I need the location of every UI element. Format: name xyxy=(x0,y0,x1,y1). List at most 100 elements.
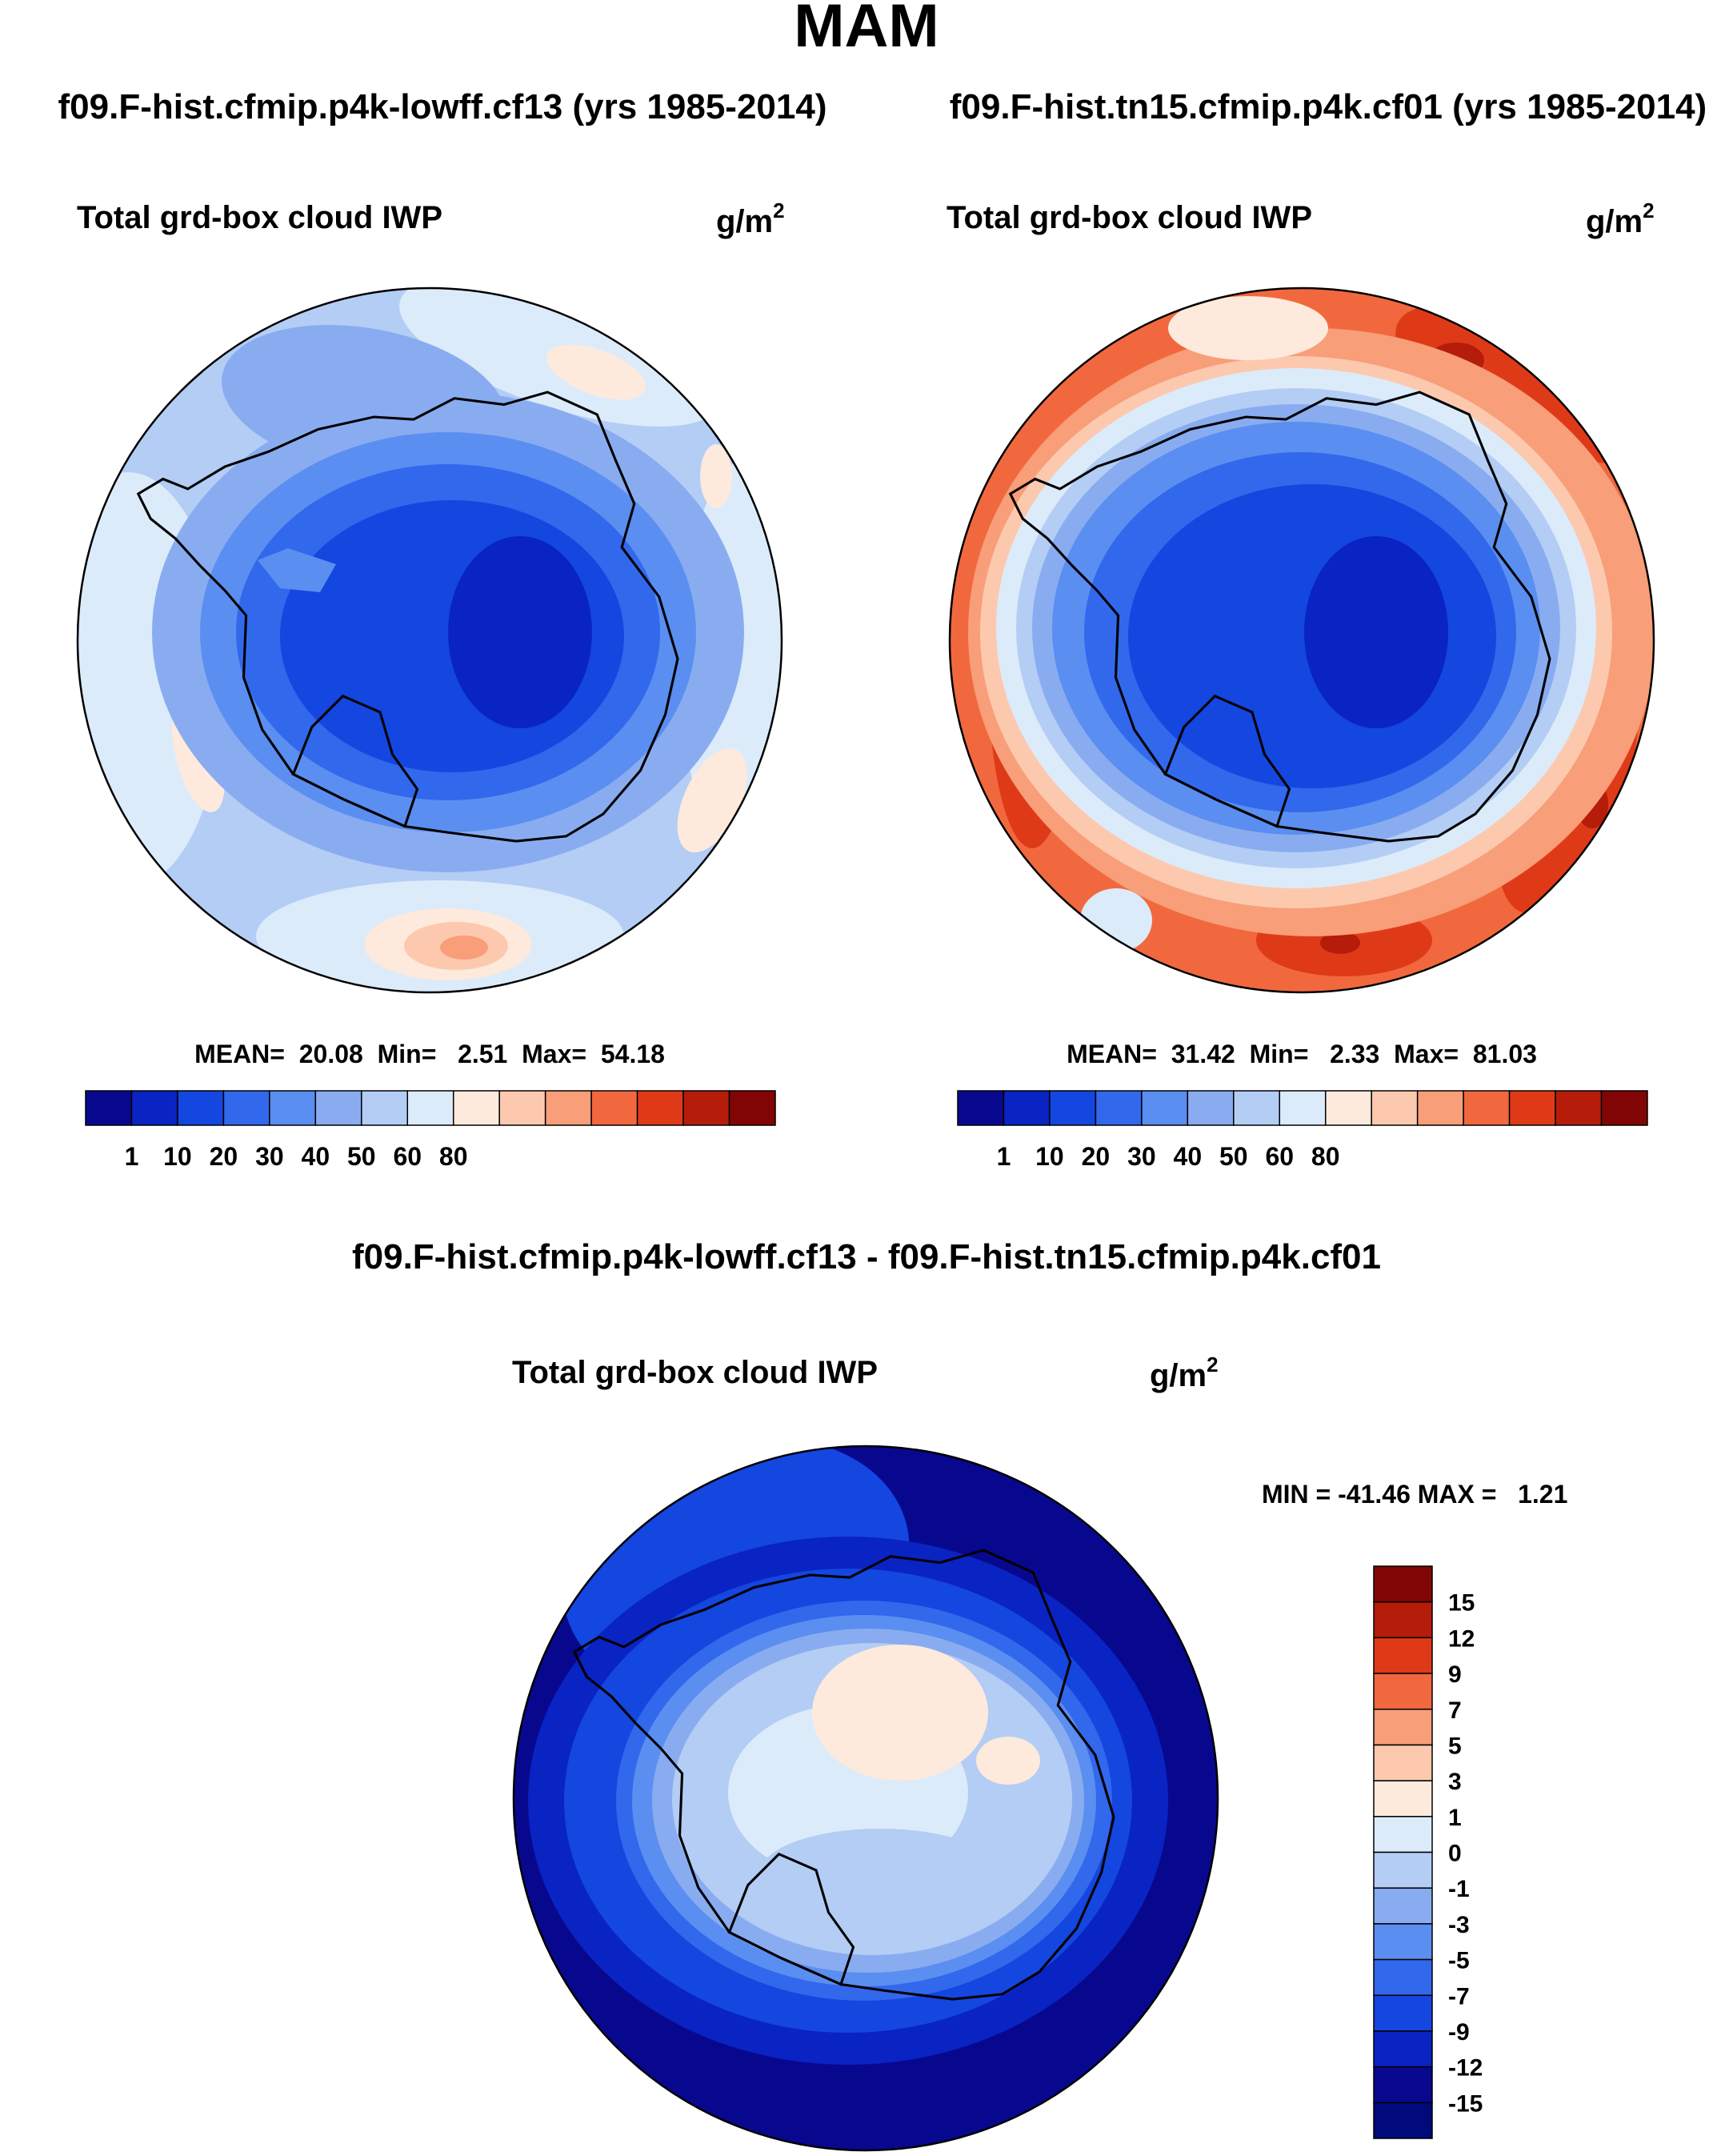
panel-case1: Total grd-box cloud IWP g/m2 xyxy=(76,198,785,1171)
cbar1-label: 1 xyxy=(125,1142,139,1171)
panel3-colorbar: 15 12 9 7 5 3 1 0 -1 -3 -5 -7 -9 -12 -15 xyxy=(1373,1565,1483,2139)
cbar3-swatch-10 xyxy=(1373,1923,1433,1961)
panel3-stats: MIN = -41.46 MAX = 1.21 xyxy=(1262,1480,1567,1509)
panel1-map-border xyxy=(76,287,783,994)
cbar2-swatch-2 xyxy=(1049,1090,1097,1126)
cbar1-swatch-11 xyxy=(590,1090,638,1126)
cbar1-swatch-8 xyxy=(452,1090,500,1126)
cbar2-label: 40 xyxy=(1174,1142,1203,1171)
cbar2-label: 30 xyxy=(1127,1142,1156,1171)
cbar3-label: -1 xyxy=(1448,1876,1470,1902)
cbar3-swatch-14 xyxy=(1373,2066,1433,2104)
cbar1-swatch-5 xyxy=(314,1090,362,1126)
cbar3-swatch-4 xyxy=(1373,1709,1433,1746)
cbar2-label: 1 xyxy=(997,1142,1011,1171)
cbar3-swatch-8 xyxy=(1373,1851,1433,1889)
cbar1-swatch-14 xyxy=(728,1090,776,1126)
cbar2-swatch-14 xyxy=(1600,1090,1648,1126)
cbar3-label: -9 xyxy=(1448,2019,1470,2046)
cbar3-label: 7 xyxy=(1448,1697,1462,1724)
cbar1-swatch-9 xyxy=(498,1090,546,1126)
season-title: MAM xyxy=(794,0,939,60)
cbar2-swatch-9 xyxy=(1371,1090,1419,1126)
cbar3-label: 5 xyxy=(1448,1733,1462,1759)
cbar3-swatch-13 xyxy=(1373,2030,1433,2068)
cbar2-swatch-5 xyxy=(1187,1090,1235,1126)
panel2-map-border xyxy=(948,287,1655,994)
cbar2-label: 60 xyxy=(1265,1142,1294,1171)
cbar1-label: 30 xyxy=(255,1142,284,1171)
cbar1-swatch-4 xyxy=(269,1090,317,1126)
panel1-variable: Total grd-box cloud IWP xyxy=(77,200,442,235)
panel2-units: g/m2 xyxy=(1586,198,1655,239)
cbar3-swatch-7 xyxy=(1373,1816,1433,1853)
panel2-stats: MEAN= 31.42 Min= 2.33 Max= 81.03 xyxy=(1067,1040,1537,1068)
cbar1-label: 20 xyxy=(210,1142,238,1171)
panel1-field xyxy=(78,288,782,992)
cbar2-label: 80 xyxy=(1311,1142,1340,1171)
cbar1-swatch-3 xyxy=(222,1090,270,1126)
panel3-variable: Total grd-box cloud IWP xyxy=(512,1355,878,1390)
cbar1-swatch-12 xyxy=(636,1090,684,1126)
cbar1-label: 60 xyxy=(393,1142,422,1171)
cbar3-label: -3 xyxy=(1448,1912,1470,1938)
cbar1-swatch-13 xyxy=(682,1090,730,1126)
panel2-variable: Total grd-box cloud IWP xyxy=(947,200,1312,235)
diff-header: f09.F-hist.cfmip.p4k-lowff.cf13 - f09.F-… xyxy=(352,1237,1381,1276)
cbar2-swatch-1 xyxy=(1003,1090,1051,1126)
cbar3-swatch-15 xyxy=(1373,2102,1433,2139)
cbar3-swatch-9 xyxy=(1373,1887,1433,1925)
cbar3-label: -15 xyxy=(1448,2090,1483,2117)
panel-diff: Total grd-box cloud IWP g/m2 MIN = -41.4… xyxy=(512,1353,1567,2152)
cbar2-label: 50 xyxy=(1219,1142,1248,1171)
panel-case2: Total grd-box cloud IWP g/m2 xyxy=(947,198,1655,1171)
panel2-field xyxy=(950,288,1654,992)
cbar3-label: 3 xyxy=(1448,1769,1462,1795)
cbar1-swatch-6 xyxy=(361,1090,409,1126)
cbar1-swatch-0 xyxy=(85,1090,133,1126)
cbar3-swatch-2 xyxy=(1373,1637,1433,1674)
cbar2-swatch-4 xyxy=(1141,1090,1189,1126)
cbar3-label: 15 xyxy=(1448,1590,1475,1617)
cbar2-swatch-10 xyxy=(1416,1090,1464,1126)
cbar1-label: 10 xyxy=(163,1142,192,1171)
cbar3-swatch-6 xyxy=(1373,1780,1433,1817)
panel1-stats: MEAN= 20.08 Min= 2.51 Max= 54.18 xyxy=(194,1040,665,1068)
cbar2-swatch-8 xyxy=(1324,1090,1372,1126)
cbar2-swatch-3 xyxy=(1095,1090,1143,1126)
panel3-field xyxy=(514,1446,1218,2150)
case1-header: f09.F-hist.cfmip.p4k-lowff.cf13 (yrs 198… xyxy=(58,87,827,126)
cbar2-swatch-7 xyxy=(1279,1090,1327,1126)
cbar3-swatch-0 xyxy=(1373,1565,1433,1603)
cbar2-swatch-13 xyxy=(1555,1090,1603,1126)
cbar3-label: 0 xyxy=(1448,1841,1462,1867)
cbar3-label: -12 xyxy=(1448,2055,1483,2082)
cbar2-swatch-6 xyxy=(1233,1090,1281,1126)
cbar2-label: 20 xyxy=(1082,1142,1111,1171)
panel3-map-border xyxy=(512,1445,1219,2152)
cbar1-swatch-2 xyxy=(177,1090,225,1126)
cbar3-label: -7 xyxy=(1448,1983,1470,2010)
cbar2-swatch-11 xyxy=(1463,1090,1511,1126)
cbar1-swatch-1 xyxy=(130,1090,178,1126)
cbar3-swatch-3 xyxy=(1373,1673,1433,1710)
cbar2-swatch-0 xyxy=(957,1090,1005,1126)
panel1-colorbar: 1 10 20 30 40 50 60 80 xyxy=(85,1090,776,1171)
cbar1-swatch-7 xyxy=(406,1090,454,1126)
cbar3-swatch-1 xyxy=(1373,1601,1433,1639)
cbar1-label: 80 xyxy=(439,1142,468,1171)
cbar1-swatch-10 xyxy=(544,1090,592,1126)
cbar1-label: 40 xyxy=(302,1142,330,1171)
cbar3-label: 1 xyxy=(1448,1805,1462,1831)
cbar3-swatch-5 xyxy=(1373,1744,1433,1781)
panel3-units: g/m2 xyxy=(1150,1353,1219,1393)
cbar1-label: 50 xyxy=(347,1142,376,1171)
cbar3-label: -5 xyxy=(1448,1948,1470,1974)
cbar2-swatch-12 xyxy=(1508,1090,1556,1126)
cbar3-label: 12 xyxy=(1448,1625,1475,1652)
cbar3-swatch-12 xyxy=(1373,1994,1433,2032)
cbar2-label: 10 xyxy=(1035,1142,1064,1171)
cbar3-swatch-11 xyxy=(1373,1958,1433,1996)
case2-header: f09.F-hist.tn15.cfmip.p4k.cf01 (yrs 1985… xyxy=(950,87,1707,126)
